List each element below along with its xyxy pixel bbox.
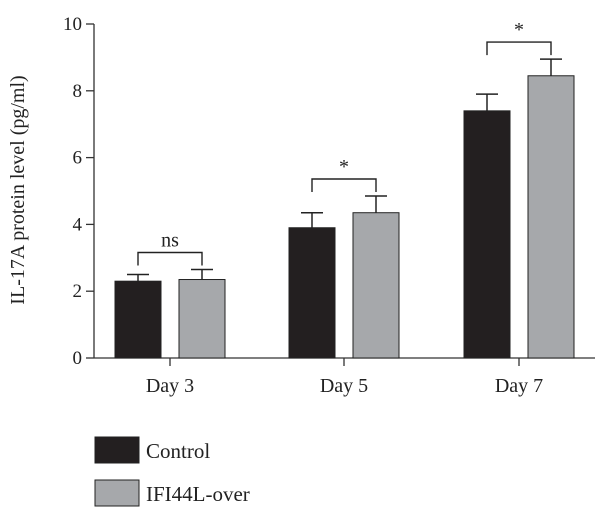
bar-control-2 (463, 110, 511, 359)
y-tick-label: 0 (73, 348, 83, 369)
bar-ifi44l-over-1 (352, 212, 400, 359)
y-tick-label: 2 (73, 281, 83, 302)
y-tick-label: 8 (73, 81, 83, 102)
significance-label: * (339, 156, 349, 178)
bar-ifi44l-over-0 (178, 279, 226, 359)
x-category-label: Day 3 (146, 375, 194, 397)
legend-swatch (94, 479, 140, 507)
significance-label: * (514, 19, 524, 41)
legend: Control IFI44L-over (94, 436, 250, 507)
legend-swatch (94, 436, 140, 464)
y-axis-label: IL-17A protein level (pg/ml) (7, 75, 29, 304)
significance-bracket (137, 251, 203, 266)
x-category-label: Day 7 (495, 375, 543, 397)
significance-label: ns (161, 229, 179, 251)
error-bars (127, 58, 562, 282)
legend-label: Control (146, 439, 210, 463)
legend-label: IFI44L-over (146, 482, 250, 506)
significance-brackets: ns * * (137, 19, 552, 266)
significance-bracket (311, 178, 377, 193)
x-category-labels: Day 3 Day 5 Day 7 (146, 375, 543, 397)
y-tick-label: 10 (63, 14, 82, 35)
y-tick-label: 6 (73, 148, 83, 169)
axes (86, 23, 595, 366)
y-tick-labels: 0 2 4 6 8 10 (63, 14, 83, 369)
bars (114, 75, 575, 359)
bar-control-0 (114, 280, 162, 359)
bar-control-1 (288, 227, 336, 359)
y-tick-label: 4 (73, 214, 83, 235)
bar-ifi44l-over-2 (527, 75, 575, 359)
significance-bracket (486, 41, 552, 56)
x-category-label: Day 5 (320, 375, 368, 397)
